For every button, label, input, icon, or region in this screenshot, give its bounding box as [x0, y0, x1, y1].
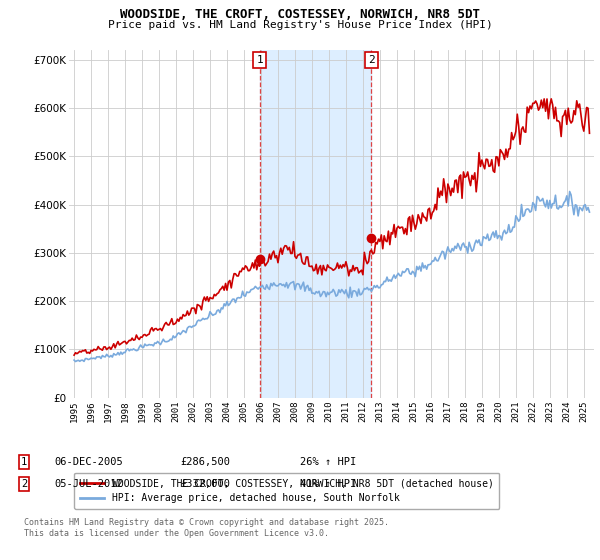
Text: 1: 1	[21, 457, 27, 467]
Text: 05-JUL-2012: 05-JUL-2012	[54, 479, 123, 489]
Legend: WOODSIDE, THE CROFT, COSTESSEY, NORWICH, NR8 5DT (detached house), HPI: Average : WOODSIDE, THE CROFT, COSTESSEY, NORWICH,…	[74, 473, 499, 509]
Text: £286,500: £286,500	[180, 457, 230, 467]
Text: 06-DEC-2005: 06-DEC-2005	[54, 457, 123, 467]
Text: £332,000: £332,000	[180, 479, 230, 489]
Text: 26% ↑ HPI: 26% ↑ HPI	[300, 457, 356, 467]
Text: 1: 1	[256, 55, 263, 65]
Text: Contains HM Land Registry data © Crown copyright and database right 2025.
This d: Contains HM Land Registry data © Crown c…	[24, 518, 389, 538]
Text: 41% ↑ HPI: 41% ↑ HPI	[300, 479, 356, 489]
Text: WOODSIDE, THE CROFT, COSTESSEY, NORWICH, NR8 5DT: WOODSIDE, THE CROFT, COSTESSEY, NORWICH,…	[120, 8, 480, 21]
Text: 2: 2	[21, 479, 27, 489]
Text: Price paid vs. HM Land Registry's House Price Index (HPI): Price paid vs. HM Land Registry's House …	[107, 20, 493, 30]
Text: 2: 2	[368, 55, 375, 65]
Bar	[260, 50, 371, 398]
